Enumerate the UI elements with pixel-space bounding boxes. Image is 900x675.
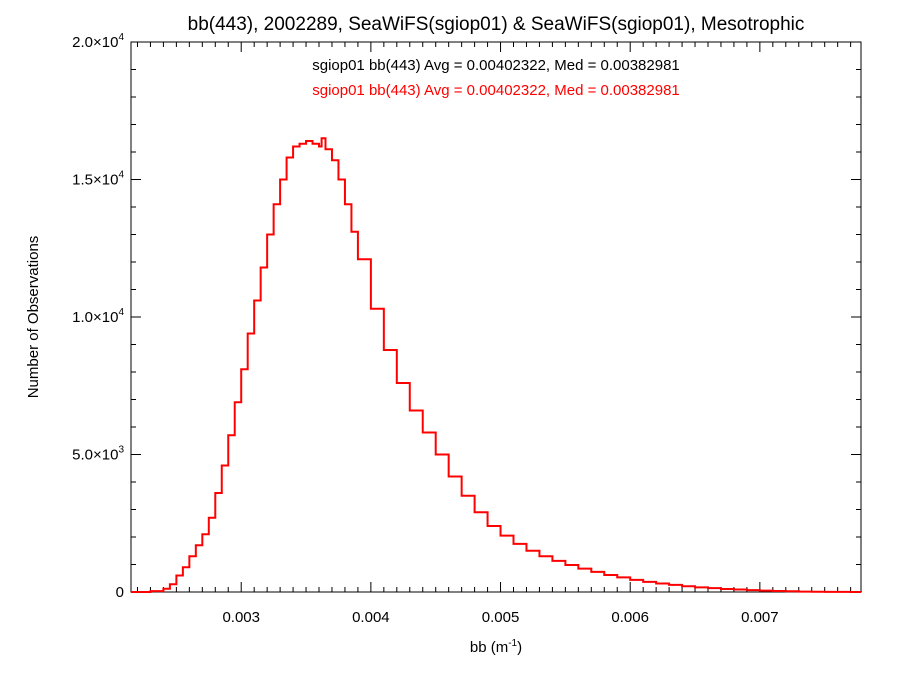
x-tick-label: 0.003 — [222, 609, 260, 626]
x-axis-label: bb (m-1) — [470, 638, 522, 656]
series-line — [131, 137, 862, 593]
axis-ticks — [131, 41, 861, 593]
x-tick-labels: 0.003 0.004 0.005 0.006 0.007 — [222, 609, 778, 626]
y-tick-label: 5.0×103 — [72, 445, 124, 464]
annotation-line-1: sgiop01 bb(443) Avg = 0.00402322, Med = … — [312, 57, 680, 74]
x-tick-label: 0.004 — [352, 609, 390, 626]
y-axis-label: Number of Observations — [25, 236, 42, 399]
y-tick-label: 0 — [116, 584, 124, 601]
y-tick-label: 1.5×104 — [72, 170, 124, 189]
x-tick-label: 0.005 — [482, 609, 520, 626]
plot-frame — [130, 41, 862, 593]
chart-title: bb(443), 2002289, SeaWiFS(sgiop01) & Sea… — [188, 14, 805, 35]
x-axis-label-close: ) — [517, 639, 522, 656]
x-tick-label: 0.006 — [611, 609, 649, 626]
y-tick-labels: 0 5.0×103 1.0×104 1.5×104 2.0×104 — [72, 32, 124, 601]
y-tick-label: 2.0×104 — [72, 32, 124, 51]
annotation-line-2: sgiop01 bb(443) Avg = 0.00402322, Med = … — [312, 82, 680, 99]
y-tick-label: 1.0×104 — [72, 307, 124, 326]
x-axis-label-exponent: -1 — [508, 638, 517, 649]
x-tick-label: 0.007 — [741, 609, 779, 626]
